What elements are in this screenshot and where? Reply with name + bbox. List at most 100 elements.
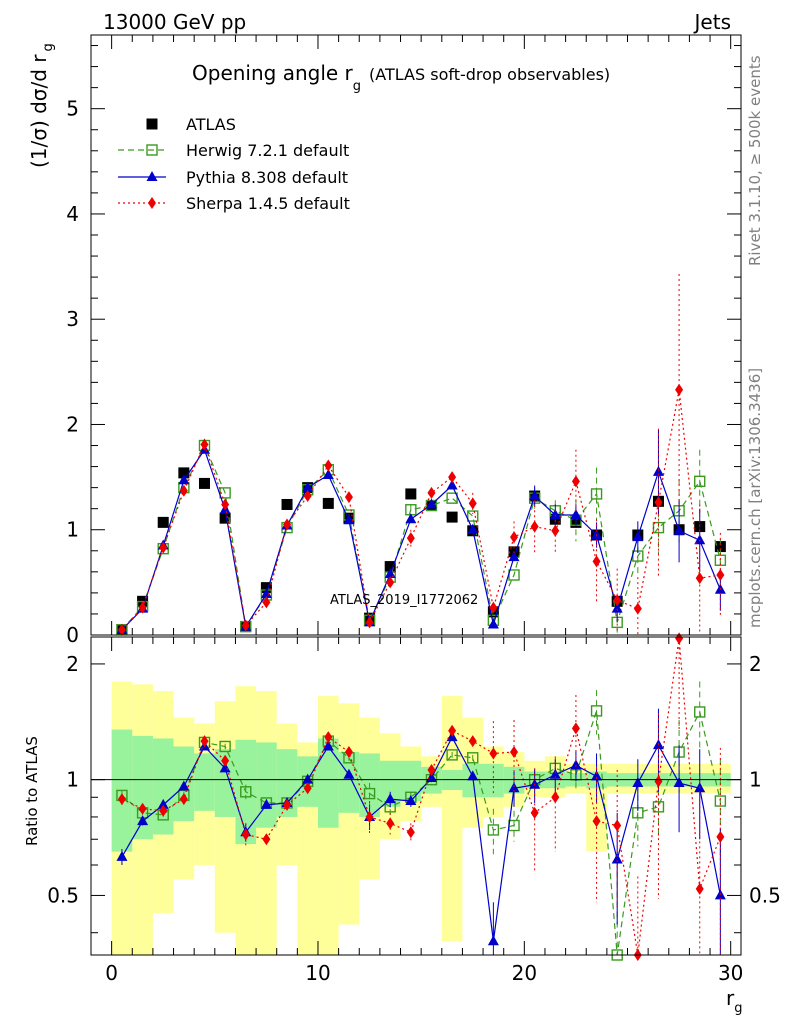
band-inner-bin — [400, 760, 422, 802]
pythia-point — [570, 509, 582, 519]
sherpa-point — [675, 632, 684, 645]
herwig-point — [714, 554, 727, 566]
sherpa-line — [121, 389, 721, 631]
ratio-xtick-label: 10 — [305, 961, 330, 985]
sherpa-point — [365, 616, 374, 629]
ratio-ytick-label-right: 2 — [749, 652, 762, 676]
herwig-point — [219, 740, 231, 753]
sherpa-point — [117, 623, 126, 636]
pythia-point — [467, 523, 479, 534]
x-axis-label-sub: g — [734, 1001, 742, 1016]
herwig-point — [714, 795, 727, 807]
atlas-point — [281, 498, 293, 510]
sherpa-point — [551, 524, 560, 537]
sherpa-point — [324, 459, 333, 472]
ratio-ylabel: Ratio to ATLAS — [23, 736, 41, 846]
pythia-point — [322, 469, 334, 479]
pythia-point — [343, 768, 355, 779]
herwig-point — [652, 801, 665, 813]
band-inner-bin — [317, 738, 339, 828]
main-ytick-label: 4 — [66, 202, 79, 226]
pythia-point — [487, 935, 499, 946]
sherpa-point — [148, 197, 156, 209]
herwig-point — [590, 705, 603, 717]
pythia-point — [508, 551, 520, 562]
sherpa-point — [221, 754, 230, 767]
sherpa-point — [179, 793, 188, 806]
sherpa-point — [344, 491, 353, 504]
atlas-point — [198, 477, 210, 489]
ratio-ytick-label-right: 0.5 — [749, 883, 781, 907]
pythia-point — [157, 798, 169, 809]
process-label: Jets — [693, 10, 731, 34]
main-ytick-label: 1 — [66, 518, 79, 542]
sherpa-point — [427, 486, 436, 499]
herwig-point — [446, 749, 458, 761]
pythia-point — [673, 524, 685, 535]
sherpa-point — [530, 520, 539, 533]
herwig-point — [694, 706, 706, 718]
atlas-point — [146, 118, 158, 130]
energy-label: 13000 GeV pp — [103, 10, 246, 34]
sherpa-point — [551, 791, 560, 804]
sherpa-point — [695, 882, 704, 895]
sherpa-point — [221, 498, 230, 511]
sherpa-point — [303, 490, 312, 503]
legend: ATLAS Herwig 7.2.1 default Pythia 8.308 de… — [118, 115, 350, 213]
main-ylabel-text: (1/σ) dσ/d r — [27, 54, 51, 168]
sherpa-point — [427, 763, 436, 776]
main-ytick-label: 0 — [66, 623, 79, 647]
pythia-point — [529, 490, 541, 501]
herwig-point — [590, 488, 603, 500]
pythia-point — [405, 795, 417, 806]
sherpa-point — [262, 833, 271, 846]
pythia-point — [632, 531, 644, 542]
herwig-legend-label: Herwig 7.2.1 default — [186, 141, 349, 160]
main-title-sub: g — [353, 79, 361, 94]
pythia-point — [178, 780, 190, 791]
sherpa-point — [654, 496, 663, 509]
band-inner-bin — [338, 752, 360, 813]
herwig-point — [467, 510, 479, 522]
pythia-line — [121, 448, 721, 631]
band-inner-bin — [379, 760, 401, 807]
sherpa-point — [489, 747, 498, 760]
sherpa-point — [510, 746, 519, 759]
sherpa-point — [241, 619, 250, 632]
sherpa-point — [138, 601, 147, 614]
herwig-point — [240, 786, 252, 798]
sherpa-point — [613, 819, 622, 832]
pythia-point — [487, 618, 499, 629]
pythia-point — [384, 793, 396, 804]
main-ylabel-sub: g — [41, 43, 56, 51]
atlas-point — [260, 582, 272, 594]
herwig-point — [694, 475, 706, 488]
pythia-point — [425, 498, 437, 509]
sherpa-point — [324, 731, 333, 744]
ratio-xtick-label: 30 — [718, 961, 743, 985]
atlas-point — [219, 512, 231, 524]
pythia-point — [673, 777, 685, 788]
main-ylabel: (1/σ) dσ/d r g — [27, 43, 56, 168]
sherpa-point — [468, 735, 477, 748]
sherpa-point — [159, 804, 168, 817]
pythia-legend-label: Pythia 8.308 default — [186, 168, 348, 187]
band-inner-bin — [483, 763, 504, 798]
ratio-xtick-label: 20 — [512, 961, 537, 985]
pythia-point — [178, 474, 190, 485]
sherpa-point — [283, 518, 292, 531]
sherpa-point — [448, 724, 457, 737]
sherpa-point — [262, 596, 271, 609]
main-ytick-label: 3 — [66, 307, 79, 331]
pythia-point — [694, 534, 706, 545]
mcplots-label: mcplots.cern.ch [arXiv:1306.3436] — [746, 368, 764, 628]
analysis-watermark: ATLAS_2019_I1772062 — [330, 593, 478, 608]
sherpa-point — [159, 541, 168, 554]
x-axis-label: rg — [726, 986, 743, 1016]
sherpa-point — [613, 594, 622, 607]
svg-text:(1/σ) dσ/d rg: (1/σ) dσ/d r g — [27, 43, 56, 168]
sherpa-point — [448, 471, 457, 484]
band-outer-bin — [338, 703, 360, 925]
herwig-point — [146, 144, 158, 156]
